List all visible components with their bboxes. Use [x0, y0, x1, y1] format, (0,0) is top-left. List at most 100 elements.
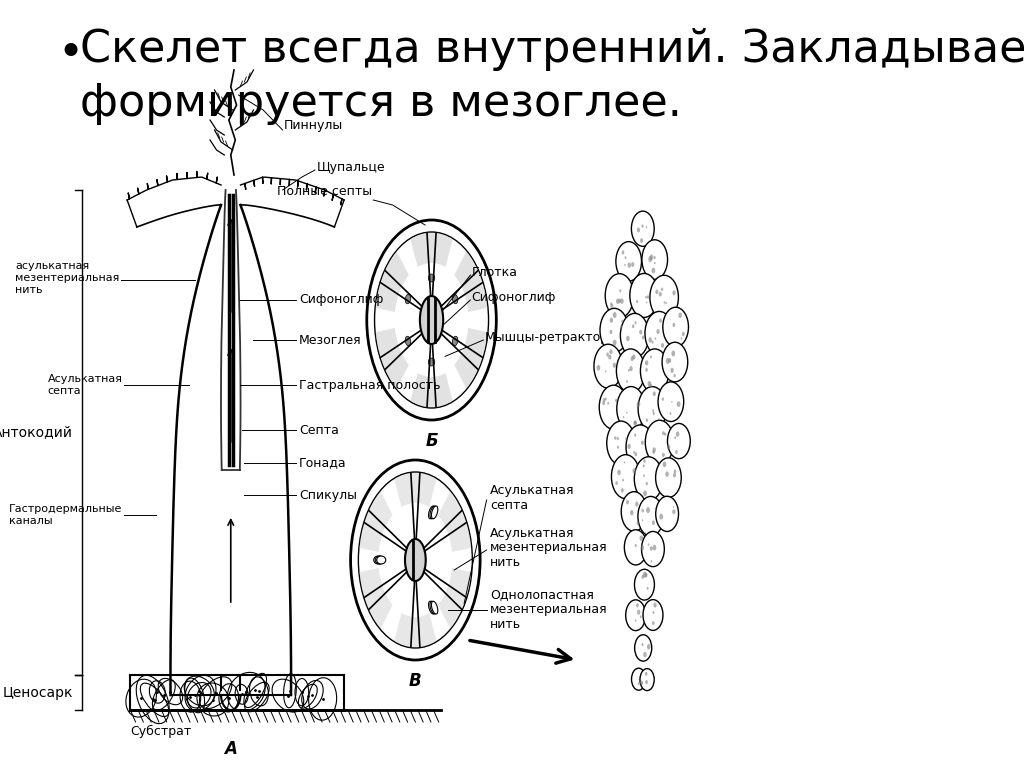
Circle shape — [625, 256, 627, 259]
Text: Субстрат: Субстрат — [130, 725, 191, 738]
Circle shape — [632, 354, 636, 360]
Circle shape — [668, 423, 690, 459]
Circle shape — [628, 369, 630, 372]
Circle shape — [634, 421, 636, 425]
Ellipse shape — [428, 601, 435, 614]
Circle shape — [652, 412, 654, 415]
Circle shape — [642, 532, 665, 567]
Text: Мезоглея: Мезоглея — [299, 334, 361, 347]
Circle shape — [600, 308, 629, 352]
Circle shape — [679, 313, 682, 318]
Circle shape — [647, 295, 649, 299]
Circle shape — [653, 256, 655, 259]
Text: •: • — [57, 32, 84, 75]
Circle shape — [645, 672, 647, 676]
Circle shape — [626, 336, 630, 341]
Circle shape — [666, 358, 670, 364]
Text: А: А — [224, 740, 238, 758]
Circle shape — [677, 401, 681, 407]
Circle shape — [632, 211, 654, 246]
Circle shape — [607, 421, 635, 465]
Circle shape — [641, 574, 644, 579]
Circle shape — [662, 453, 665, 457]
Wedge shape — [376, 252, 409, 312]
Text: Спикулы: Спикулы — [299, 489, 356, 502]
Circle shape — [662, 397, 664, 401]
Circle shape — [652, 447, 655, 453]
Circle shape — [652, 391, 655, 397]
Circle shape — [612, 312, 616, 318]
Circle shape — [659, 318, 662, 323]
Circle shape — [663, 462, 667, 467]
Circle shape — [666, 472, 669, 477]
Circle shape — [653, 603, 656, 607]
Circle shape — [635, 620, 637, 622]
Circle shape — [652, 450, 654, 454]
Circle shape — [616, 349, 645, 393]
Ellipse shape — [406, 295, 411, 304]
Ellipse shape — [430, 506, 436, 518]
Text: Гастродермальные
каналы: Гастродермальные каналы — [9, 504, 123, 526]
Circle shape — [641, 643, 643, 646]
Text: Сифоноглиф: Сифоноглиф — [299, 294, 383, 307]
Circle shape — [638, 682, 640, 685]
Circle shape — [663, 431, 665, 435]
Circle shape — [635, 502, 638, 507]
Circle shape — [615, 481, 617, 485]
Circle shape — [640, 239, 643, 243]
Text: формируется в мезоглее.: формируется в мезоглее. — [80, 82, 682, 125]
Circle shape — [610, 302, 612, 305]
Circle shape — [617, 446, 618, 449]
Ellipse shape — [453, 336, 458, 346]
Ellipse shape — [420, 296, 443, 344]
Circle shape — [610, 304, 613, 308]
Circle shape — [650, 546, 652, 551]
Circle shape — [640, 535, 643, 541]
Circle shape — [673, 506, 674, 508]
Circle shape — [643, 474, 645, 477]
Ellipse shape — [406, 336, 411, 346]
Circle shape — [658, 418, 659, 420]
Circle shape — [664, 433, 667, 436]
Circle shape — [637, 228, 640, 232]
Circle shape — [676, 431, 679, 436]
Text: Асулькатная
мезентериальная
нить: Асулькатная мезентериальная нить — [489, 526, 607, 570]
Ellipse shape — [428, 358, 435, 366]
Circle shape — [652, 621, 654, 625]
Circle shape — [643, 459, 646, 463]
Circle shape — [638, 387, 667, 430]
Circle shape — [636, 603, 639, 607]
Wedge shape — [376, 328, 409, 389]
Circle shape — [621, 314, 649, 357]
Circle shape — [594, 344, 623, 388]
Circle shape — [614, 436, 616, 439]
Circle shape — [624, 461, 626, 463]
Circle shape — [641, 545, 644, 551]
Circle shape — [618, 298, 622, 303]
Circle shape — [621, 489, 624, 492]
Circle shape — [633, 451, 635, 454]
Circle shape — [663, 342, 688, 382]
Wedge shape — [411, 373, 453, 407]
Circle shape — [640, 681, 641, 683]
Circle shape — [643, 652, 647, 657]
Circle shape — [623, 416, 625, 418]
Circle shape — [650, 275, 679, 319]
Text: Глотка: Глотка — [472, 266, 518, 279]
Circle shape — [622, 492, 647, 532]
Circle shape — [650, 560, 652, 562]
Ellipse shape — [375, 556, 384, 564]
Circle shape — [671, 367, 674, 373]
Circle shape — [616, 387, 645, 430]
Circle shape — [617, 469, 621, 475]
Circle shape — [631, 357, 634, 361]
Circle shape — [652, 520, 655, 525]
Circle shape — [625, 264, 626, 266]
Circle shape — [666, 302, 667, 304]
Circle shape — [602, 401, 605, 405]
Text: Гастральная полость: Гастральная полость — [299, 378, 440, 391]
Ellipse shape — [428, 506, 435, 518]
Circle shape — [643, 490, 647, 496]
Circle shape — [645, 296, 647, 298]
Text: Полные септы: Полные септы — [276, 185, 372, 198]
